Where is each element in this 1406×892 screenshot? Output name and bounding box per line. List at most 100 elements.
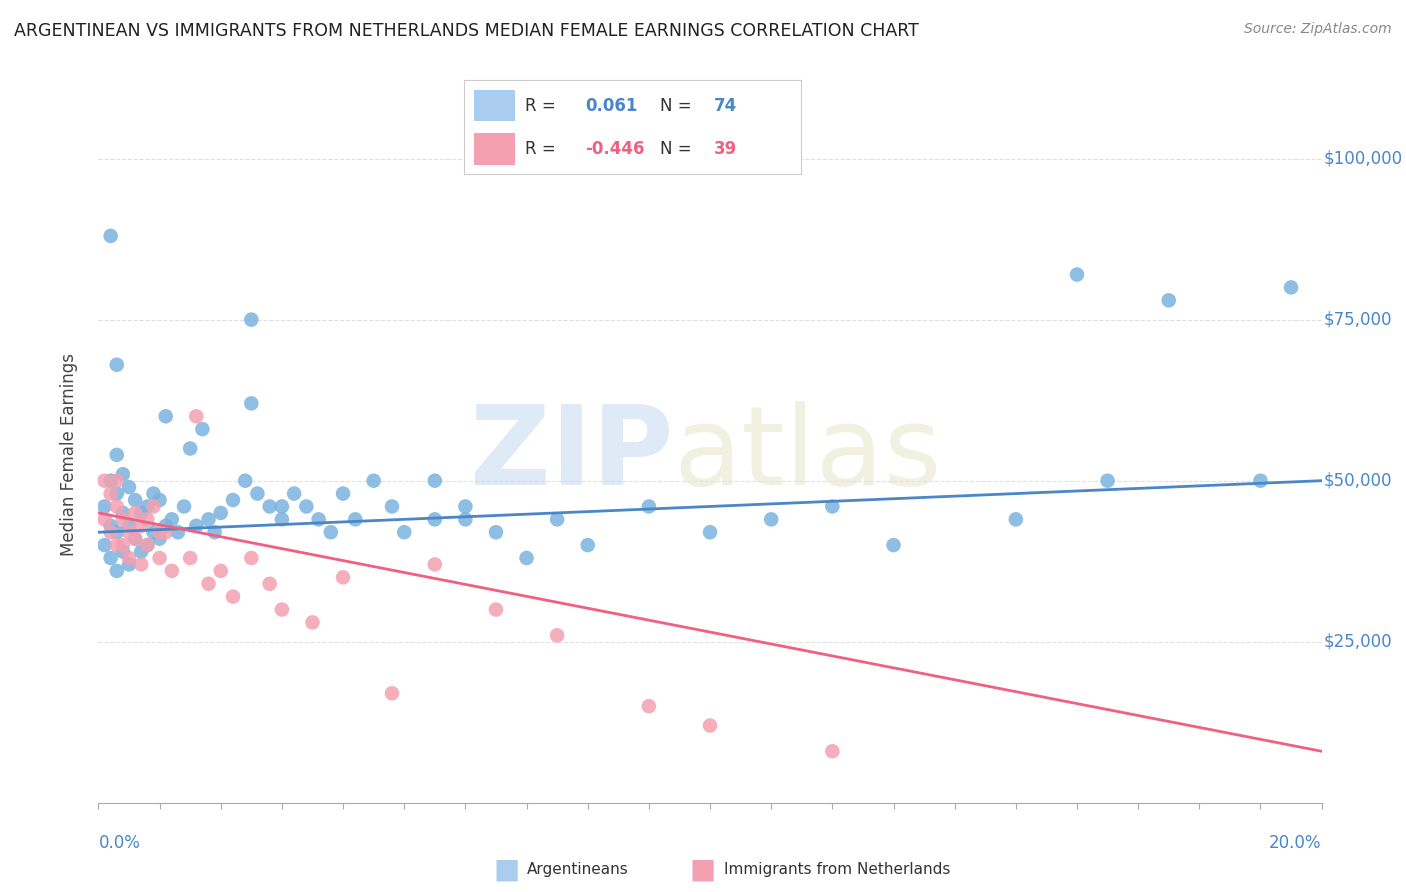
Point bbox=[1279, 280, 1302, 294]
Point bbox=[637, 500, 661, 514]
Point bbox=[516, 551, 538, 566]
Point bbox=[423, 512, 446, 526]
Point bbox=[454, 500, 477, 514]
Point bbox=[111, 506, 134, 520]
Point bbox=[100, 474, 122, 488]
Text: ARGENTINEAN VS IMMIGRANTS FROM NETHERLANDS MEDIAN FEMALE EARNINGS CORRELATION CH: ARGENTINEAN VS IMMIGRANTS FROM NETHERLAN… bbox=[14, 22, 920, 40]
Point bbox=[485, 602, 508, 616]
Point bbox=[637, 699, 661, 714]
Point bbox=[222, 590, 245, 604]
Point bbox=[295, 500, 318, 514]
Point bbox=[381, 686, 404, 700]
Point bbox=[124, 532, 146, 546]
Text: N =: N = bbox=[659, 140, 692, 158]
Point bbox=[118, 525, 141, 540]
Point bbox=[1249, 474, 1271, 488]
Point bbox=[111, 538, 134, 552]
Text: atlas: atlas bbox=[673, 401, 942, 508]
Point bbox=[111, 512, 134, 526]
Text: $100,000: $100,000 bbox=[1324, 150, 1403, 168]
Text: Immigrants from Netherlands: Immigrants from Netherlands bbox=[724, 863, 950, 877]
Point bbox=[93, 538, 115, 552]
Point bbox=[270, 500, 292, 514]
Point bbox=[283, 486, 305, 500]
Point bbox=[308, 512, 330, 526]
Point bbox=[129, 506, 152, 520]
Point bbox=[160, 512, 183, 526]
Point bbox=[118, 551, 141, 566]
Point bbox=[149, 532, 172, 546]
Point bbox=[93, 512, 115, 526]
Point bbox=[209, 564, 232, 578]
Point bbox=[129, 544, 152, 558]
Point bbox=[105, 538, 128, 552]
Point bbox=[105, 486, 128, 500]
Point bbox=[270, 602, 292, 616]
Point bbox=[93, 474, 115, 488]
Point bbox=[149, 525, 172, 540]
Point bbox=[105, 448, 128, 462]
Point bbox=[240, 312, 263, 326]
Text: Argentineans: Argentineans bbox=[527, 863, 628, 877]
Point bbox=[118, 558, 141, 572]
Point bbox=[454, 512, 477, 526]
Point bbox=[423, 474, 446, 488]
Point bbox=[197, 512, 219, 526]
Point bbox=[173, 500, 195, 514]
Point bbox=[699, 718, 721, 732]
Point bbox=[105, 474, 128, 488]
Point bbox=[259, 500, 281, 514]
Point bbox=[186, 409, 208, 424]
Point bbox=[240, 396, 263, 410]
Point bbox=[821, 500, 844, 514]
Point bbox=[1097, 474, 1119, 488]
Point bbox=[319, 525, 342, 540]
Point bbox=[105, 564, 128, 578]
Point bbox=[699, 525, 721, 540]
Point bbox=[344, 512, 367, 526]
Point bbox=[105, 500, 128, 514]
Point bbox=[129, 558, 152, 572]
Point bbox=[186, 518, 208, 533]
Point bbox=[821, 744, 844, 758]
Text: -0.446: -0.446 bbox=[585, 140, 645, 158]
Point bbox=[155, 525, 177, 540]
Point bbox=[100, 525, 122, 540]
Point bbox=[179, 442, 201, 456]
Point bbox=[204, 525, 226, 540]
Point bbox=[546, 512, 568, 526]
Point bbox=[142, 525, 165, 540]
Point bbox=[332, 486, 354, 500]
Point bbox=[301, 615, 323, 630]
Text: ■: ■ bbox=[494, 855, 519, 884]
Point bbox=[129, 518, 152, 533]
Bar bbox=[474, 89, 515, 121]
Point bbox=[167, 525, 190, 540]
Point bbox=[149, 551, 172, 566]
Point bbox=[191, 422, 214, 436]
Point bbox=[100, 486, 122, 500]
Point bbox=[155, 518, 177, 533]
Point bbox=[105, 525, 128, 540]
Point bbox=[259, 576, 281, 591]
Point bbox=[179, 551, 201, 566]
Point bbox=[1157, 293, 1180, 308]
Point bbox=[155, 409, 177, 424]
Point bbox=[240, 551, 263, 566]
Point bbox=[136, 512, 159, 526]
Point bbox=[149, 493, 172, 508]
Text: N =: N = bbox=[659, 96, 692, 114]
Point bbox=[883, 538, 905, 552]
Text: 20.0%: 20.0% bbox=[1270, 834, 1322, 852]
Point bbox=[100, 551, 122, 566]
Point bbox=[222, 493, 245, 508]
Text: 0.061: 0.061 bbox=[585, 96, 638, 114]
Text: $25,000: $25,000 bbox=[1324, 632, 1393, 651]
Point bbox=[105, 358, 128, 372]
Point bbox=[1066, 268, 1088, 282]
Text: ■: ■ bbox=[690, 855, 716, 884]
Bar bbox=[474, 133, 515, 164]
Text: R =: R = bbox=[524, 140, 555, 158]
Text: 74: 74 bbox=[714, 96, 737, 114]
Point bbox=[759, 512, 782, 526]
